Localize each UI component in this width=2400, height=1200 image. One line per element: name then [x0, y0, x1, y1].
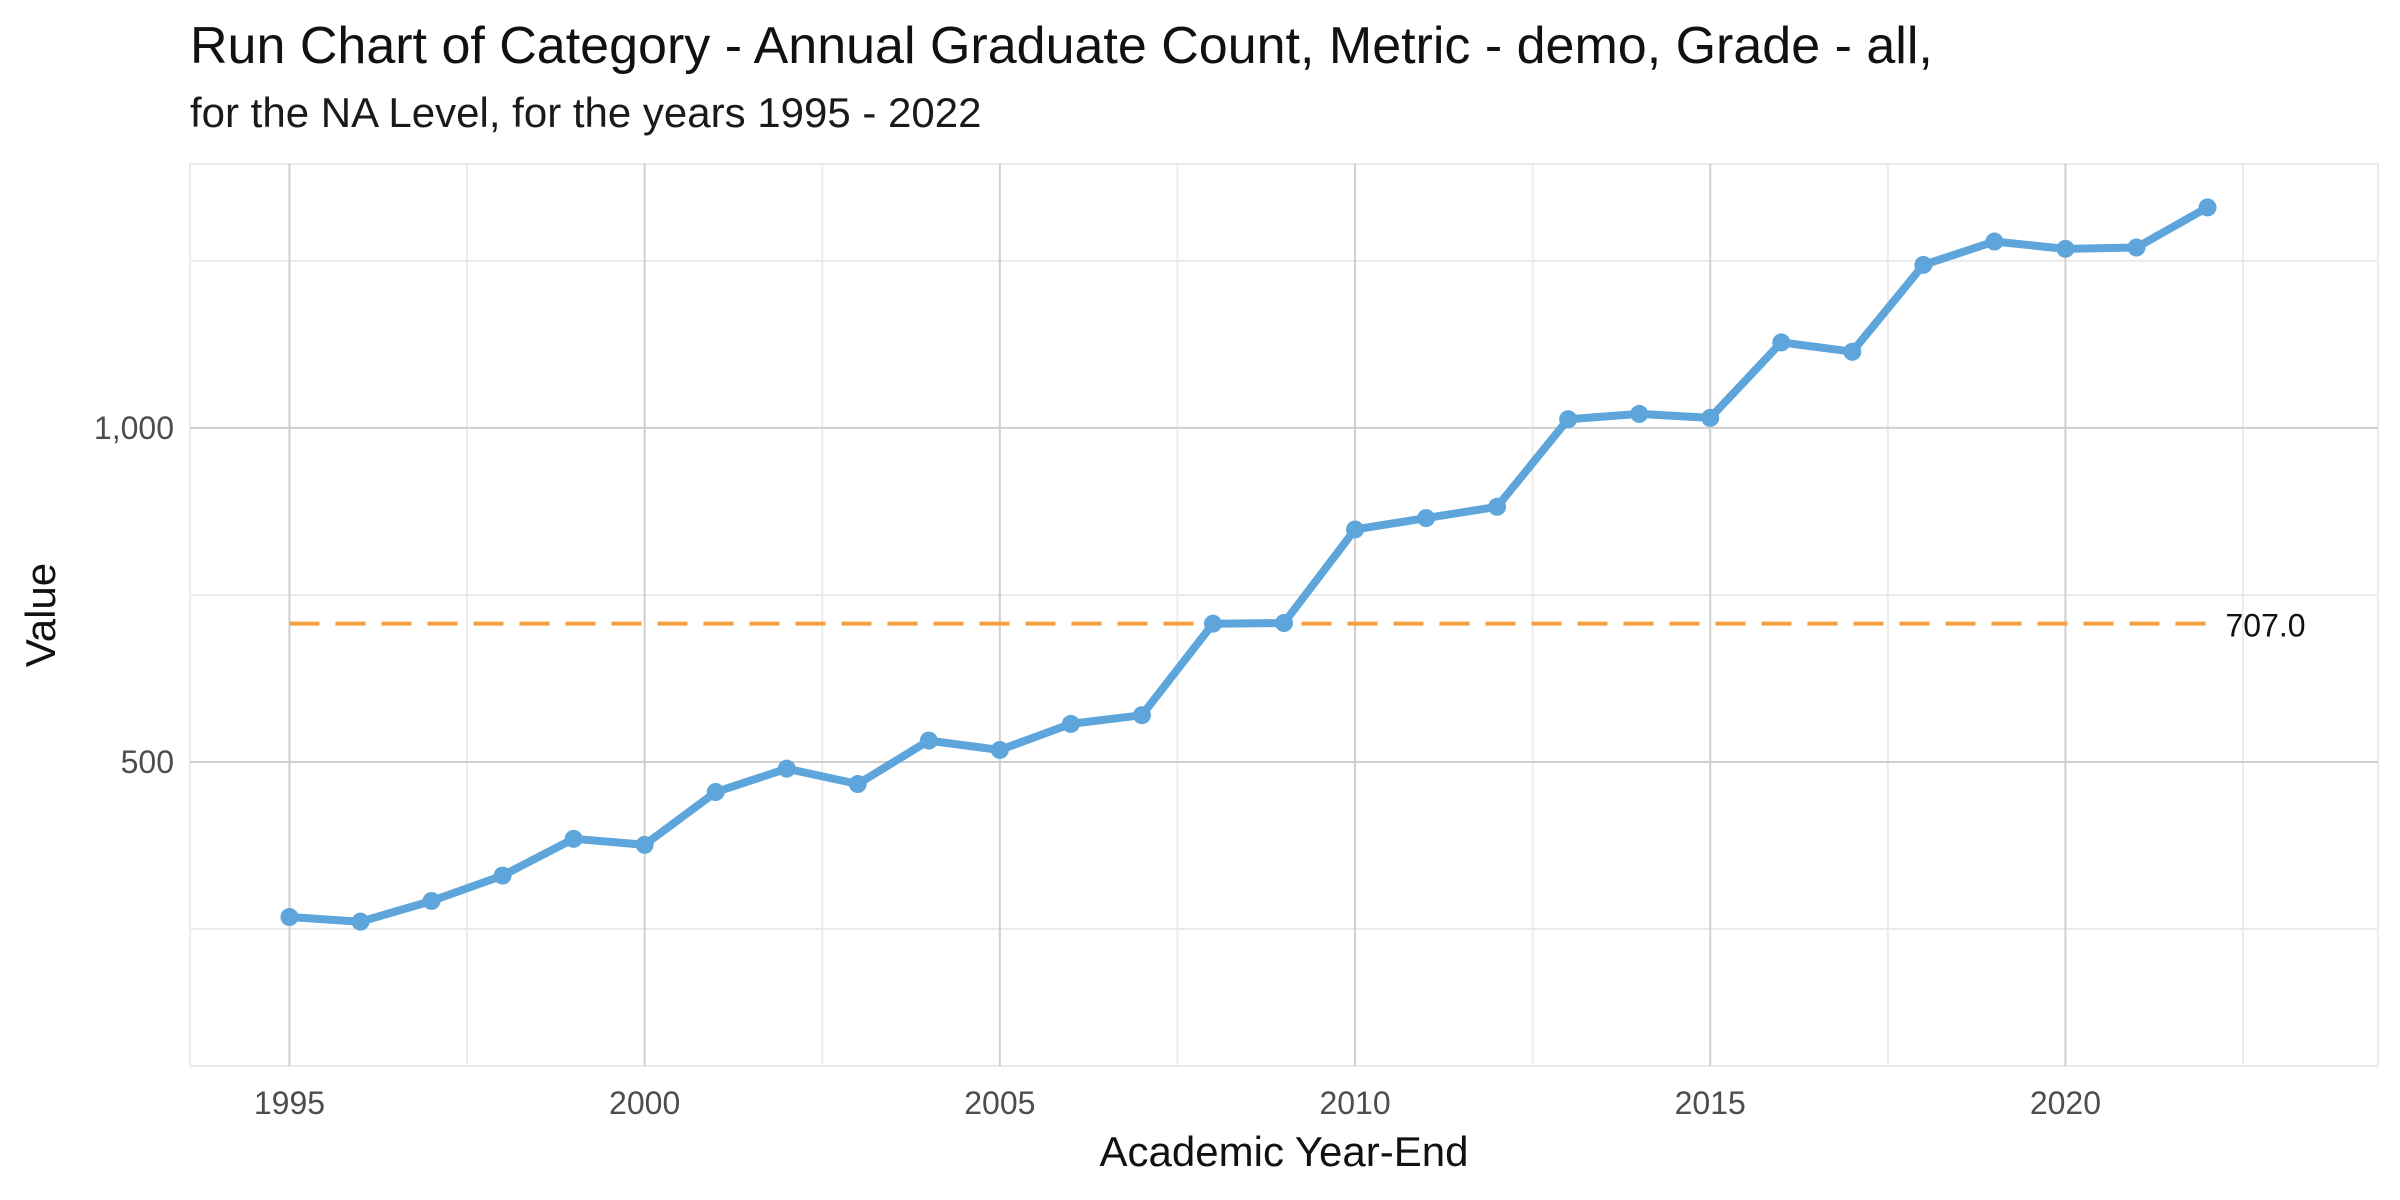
data-point [1843, 342, 1862, 361]
data-point [493, 866, 512, 885]
series-line [285, 203, 2212, 926]
data-point [635, 835, 654, 854]
y-tick-label: 500 [121, 744, 174, 780]
data-point [1914, 255, 1933, 274]
chart-title: Run Chart of Category - Annual Graduate … [190, 17, 1933, 75]
x-tick-label: 2020 [2030, 1085, 2101, 1121]
data-point [1061, 714, 1080, 733]
data-point [1630, 404, 1649, 423]
data-point [1559, 410, 1578, 429]
x-tick-label: 2010 [1319, 1085, 1390, 1121]
data-point [422, 891, 441, 910]
data-point [990, 740, 1009, 759]
x-axis-title: Academic Year-End [1100, 1128, 1469, 1175]
data-point [1985, 232, 2004, 251]
data-point [2056, 239, 2075, 258]
x-tick-label: 2000 [609, 1085, 680, 1121]
reference-line-layer: 707.0 [289, 608, 2306, 644]
chart-subtitle: for the NA Level, for the years 1995 - 2… [190, 89, 982, 136]
data-point [706, 783, 725, 802]
data-point [280, 908, 299, 927]
data-point [2127, 238, 2146, 257]
x-tick-label: 2005 [964, 1085, 1035, 1121]
grid-layer [189, 163, 2379, 1067]
data-point [848, 775, 867, 794]
data-point [351, 912, 370, 931]
x-tick-label: 2015 [1675, 1085, 1746, 1121]
data-point [1772, 333, 1791, 352]
reference-line-label: 707.0 [2226, 608, 2306, 644]
data-point [1346, 520, 1365, 539]
data-point [919, 731, 938, 750]
data-point [1701, 408, 1720, 427]
y-axis-title: Value [17, 563, 64, 667]
x-tick-label: 1995 [254, 1085, 325, 1121]
data-point [1132, 706, 1151, 725]
data-point [1417, 509, 1436, 528]
data-point [1275, 614, 1293, 633]
series-layer [280, 198, 2217, 931]
y-tick-label: 1,000 [94, 410, 174, 446]
data-point [2198, 198, 2217, 217]
data-point [777, 759, 796, 778]
data-point [564, 829, 583, 848]
tick-label-layer: 1995 2000 2005 2010 2015 2020 500 1,000 [94, 410, 2101, 1121]
data-point [1203, 614, 1222, 633]
plot-panel-border [189, 163, 2379, 1067]
data-point [1488, 497, 1507, 516]
